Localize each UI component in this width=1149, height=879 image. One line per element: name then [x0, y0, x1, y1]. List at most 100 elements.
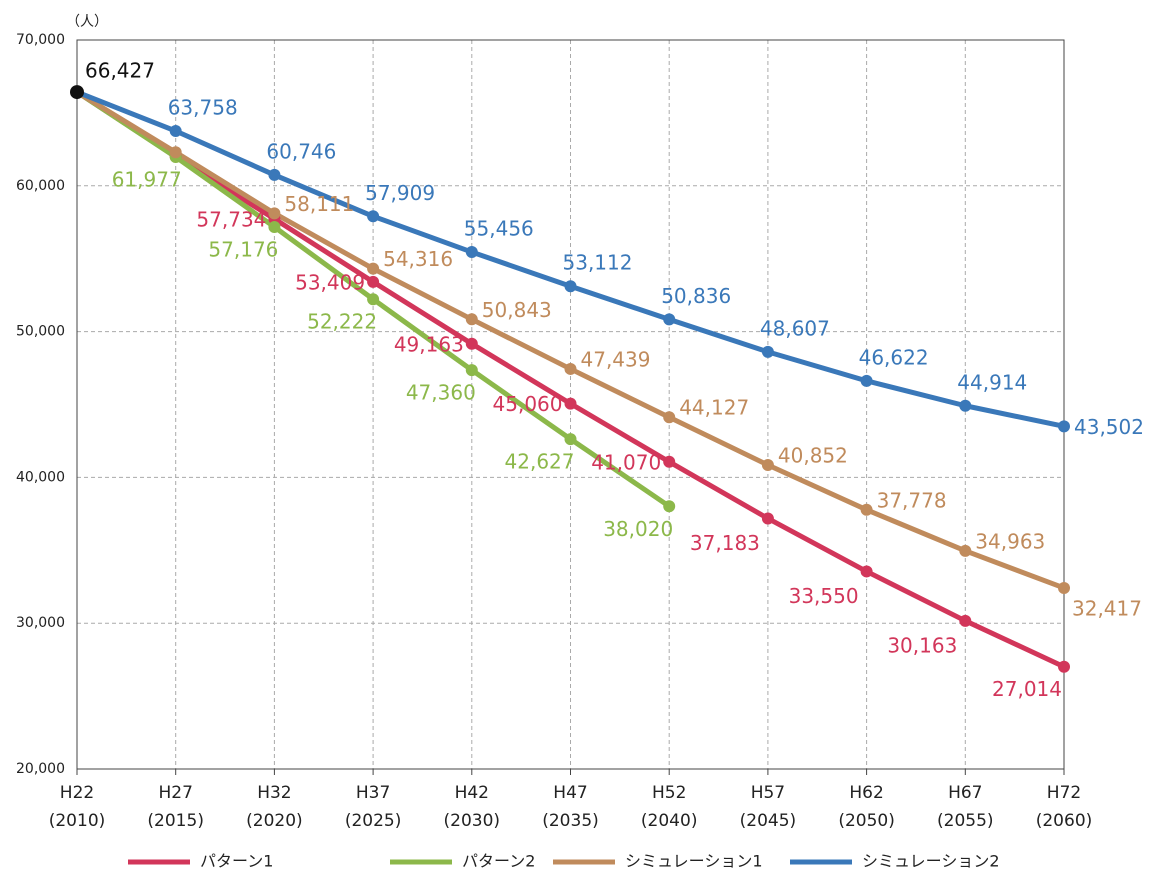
value-label: 54,316 [383, 247, 453, 271]
point [1058, 420, 1070, 433]
x-tick-label: (2015) [147, 811, 204, 831]
y-tick-label: 60,000 [16, 178, 65, 194]
value-label: 61,977 [112, 167, 182, 191]
point [367, 210, 380, 223]
x-tick-label: (2030) [444, 811, 501, 831]
point [268, 220, 281, 233]
x-tick-label: (2040) [641, 811, 698, 831]
point [564, 280, 577, 293]
x-tick-label: H72 [1047, 783, 1081, 803]
value-label: 37,778 [877, 488, 947, 512]
value-label: 30,163 [887, 633, 957, 657]
value-label: 32,417 [1072, 596, 1142, 620]
start-label: 66,427 [85, 59, 155, 83]
x-tick-label: H62 [849, 783, 883, 803]
legend-label: シミュレーション1 [625, 852, 763, 871]
point [663, 455, 676, 468]
point [465, 313, 478, 326]
point [663, 411, 676, 424]
x-tick-label: H32 [257, 783, 291, 803]
point [367, 262, 380, 275]
point [465, 364, 478, 377]
value-label: 40,852 [778, 443, 848, 467]
value-label: 58,111 [284, 192, 354, 216]
legend-label: パターン1 [200, 852, 273, 871]
point [169, 146, 182, 159]
x-tick-label: H27 [158, 783, 192, 803]
x-tick-label: (2050) [838, 811, 895, 831]
x-tick-label: (2060) [1036, 811, 1093, 831]
value-label: 53,112 [563, 251, 633, 275]
point [169, 125, 182, 138]
value-label: 44,127 [679, 396, 749, 420]
y-unit: （人） [66, 14, 108, 30]
x-tick-label: (2045) [740, 811, 797, 831]
point [465, 246, 478, 259]
point [268, 168, 281, 181]
value-label: 45,060 [493, 392, 563, 416]
value-label: 50,843 [482, 298, 552, 322]
x-tick-label: H22 [60, 783, 94, 803]
value-label: 46,622 [859, 345, 929, 369]
value-label: 42,627 [505, 450, 575, 474]
x-tick-label: (2010) [49, 811, 106, 831]
point [761, 512, 774, 525]
point [959, 399, 972, 412]
x-tick-label: H52 [652, 783, 686, 803]
value-label: 43,502 [1074, 415, 1144, 439]
value-label: 49,163 [394, 332, 464, 356]
value-label: 57,734 [196, 207, 266, 231]
y-tick-label: 20,000 [16, 761, 65, 777]
x-tick-label: (2025) [345, 811, 402, 831]
value-label: 53,409 [295, 270, 365, 294]
value-label: 50,836 [661, 284, 731, 308]
point [367, 293, 380, 306]
value-label: 38,020 [603, 517, 673, 541]
value-label: 55,456 [464, 217, 534, 241]
value-label: 57,176 [208, 237, 278, 261]
point [959, 544, 972, 557]
point [367, 275, 380, 288]
value-label: 41,070 [591, 450, 661, 474]
value-label: 44,914 [957, 370, 1027, 394]
value-label: 57,909 [365, 181, 435, 205]
point [1058, 581, 1070, 594]
point [564, 362, 577, 375]
y-tick-label: 30,000 [16, 615, 65, 631]
x-tick-label: H42 [455, 783, 489, 803]
x-tick-label: (2035) [542, 811, 599, 831]
y-tick-label: 40,000 [16, 469, 65, 485]
point [1058, 660, 1070, 673]
plot-frame [76, 39, 1065, 770]
legend-label: シミュレーション2 [862, 852, 1000, 871]
point [959, 614, 972, 627]
point [860, 374, 873, 387]
value-label: 34,963 [975, 529, 1045, 553]
point [663, 313, 676, 326]
y-tick-label: 50,000 [16, 324, 65, 340]
start-point [70, 85, 84, 100]
value-label: 37,183 [690, 531, 760, 555]
legend-label: パターン2 [462, 852, 535, 871]
value-label: 27,014 [992, 677, 1062, 701]
point [860, 503, 873, 516]
value-label: 52,222 [307, 310, 377, 334]
y-tick-label: 70,000 [16, 32, 65, 48]
point [564, 397, 577, 410]
point [663, 500, 676, 513]
point [761, 345, 774, 358]
point [761, 458, 774, 471]
point [860, 565, 873, 578]
value-label: 47,439 [581, 347, 651, 371]
value-label: 60,746 [266, 139, 336, 163]
value-label: 63,758 [168, 96, 238, 120]
x-tick-label: (2020) [246, 811, 303, 831]
value-label: 48,607 [760, 316, 830, 340]
x-tick-label: H37 [356, 783, 390, 803]
point [564, 433, 577, 446]
x-tick-label: H57 [751, 783, 785, 803]
x-tick-label: H47 [553, 783, 587, 803]
point [465, 337, 478, 350]
x-tick-label: (2055) [937, 811, 994, 831]
